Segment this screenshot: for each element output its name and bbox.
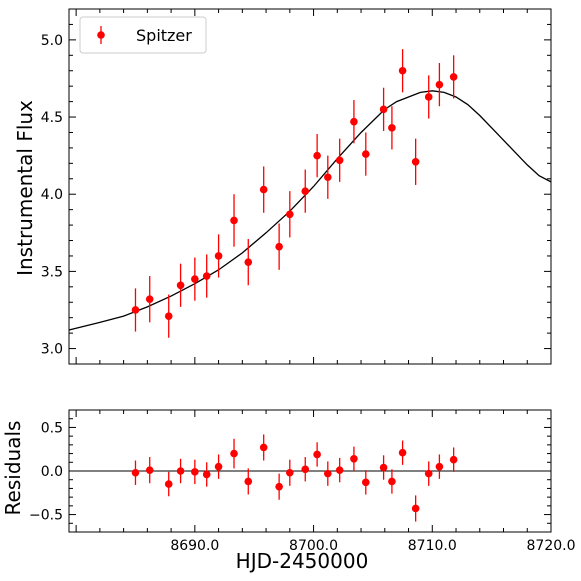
y-tick-label: 4.5 [41, 110, 63, 126]
data-point [275, 242, 283, 251]
residual-point [230, 449, 238, 458]
residual-point [286, 468, 294, 477]
model-curve [68, 90, 552, 331]
legend: Spitzer [79, 16, 207, 54]
data-point [131, 306, 140, 314]
x-tick-label: 8710.0 [408, 538, 457, 554]
y-tick-label: 0.5 [41, 420, 63, 436]
data-point [361, 150, 370, 158]
main-panel: 3.0 3.5 4.0 4.5 5.0 [41, 8, 552, 365]
legend-marker [97, 31, 105, 39]
data-point [145, 295, 154, 303]
main-y-axis-title: Instrumental Flux [13, 100, 37, 276]
residual-point [350, 455, 358, 463]
x-tick-label: 8720.0 [527, 538, 576, 554]
data-point [449, 73, 458, 81]
residual-point [379, 463, 388, 472]
data-point [230, 216, 238, 225]
data-point [435, 80, 444, 89]
data-point [259, 185, 268, 194]
residuals-y-axis-title: Residuals [1, 421, 25, 516]
y-tick-label: 4.0 [41, 187, 63, 203]
residual-point [176, 467, 185, 475]
data-point [286, 210, 294, 219]
residual-point [202, 470, 211, 479]
data-point [411, 158, 420, 166]
data-point [388, 124, 396, 132]
legend-box [79, 16, 207, 54]
residual-point [301, 465, 310, 474]
y-tick-label: 0.0 [41, 464, 63, 480]
residual-point [335, 466, 344, 474]
plot-frame [68, 8, 552, 365]
data-point [164, 312, 173, 320]
residual-point [435, 462, 444, 471]
y-tick-label: 3.5 [41, 264, 63, 280]
residual-point [191, 468, 199, 476]
residual-point [361, 478, 370, 487]
residual-point [388, 477, 396, 486]
residual-point [313, 450, 321, 459]
residuals-panel: 8690.0 8700.0 8710.0 8720.0 −0.5 0.0 0.5 [29, 409, 576, 554]
data-point [301, 187, 310, 195]
data-point [335, 156, 344, 165]
data-point [191, 275, 199, 283]
data-point [244, 258, 253, 266]
residual-point [449, 455, 458, 464]
residual-point [411, 504, 420, 513]
residual-point [324, 469, 332, 478]
data-point [176, 281, 185, 290]
data-point [398, 66, 407, 75]
residual-point [145, 466, 154, 474]
residual-point [131, 468, 140, 477]
residual-point [398, 448, 407, 457]
legend-label: Spitzer [136, 26, 192, 45]
x-axis-title: HJD-2450000 [236, 549, 369, 573]
x-tick-label: 8690.0 [170, 538, 219, 554]
residual-point [164, 480, 173, 488]
residual-point [259, 443, 268, 452]
x-tick-label: 8700.0 [289, 538, 338, 554]
residual-point [275, 482, 283, 491]
y-tick-label: 3.0 [41, 342, 63, 358]
data-point [313, 151, 321, 160]
y-tick-label: 5.0 [41, 33, 63, 49]
data-point [202, 272, 211, 280]
residual-point [424, 469, 433, 478]
data-point [350, 117, 358, 126]
residual-point [244, 477, 253, 486]
data-point [424, 93, 433, 101]
data-point [379, 105, 388, 114]
data-point [324, 173, 332, 182]
residual-point [214, 462, 223, 471]
data-point [214, 252, 223, 260]
y-tick-label: −0.5 [29, 508, 63, 524]
